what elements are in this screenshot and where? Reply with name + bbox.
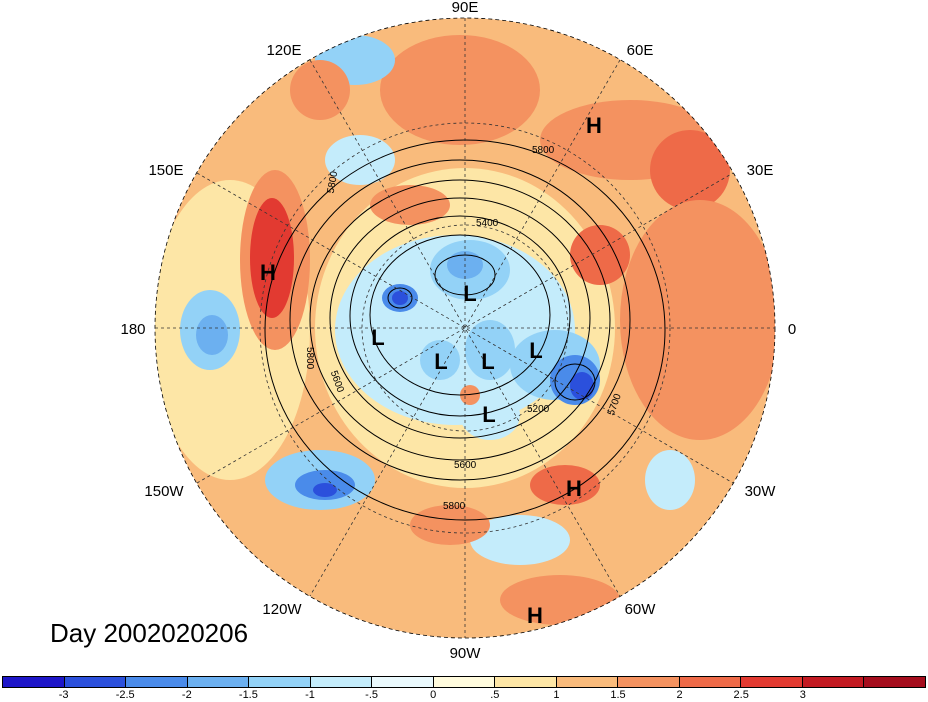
colorbar-tick-labels: -3 -2.5 -2 -1.5 -1 -.5 0 .5 1 1.5 2 2.5 3	[0, 689, 928, 702]
colorbar-swatch	[249, 677, 311, 687]
colorbar-swatch	[556, 677, 619, 687]
map-title: Day 2002020206	[50, 618, 249, 648]
low-pressure-label: L	[371, 325, 384, 350]
contour-label: 5600	[454, 460, 477, 471]
colorbar-swatch	[310, 677, 373, 687]
contour-label: 5800	[326, 170, 341, 194]
longitude-labels: 90E 60E 30E 0 30W 60W 90W 120W 150W 180 …	[120, 0, 796, 662]
colorbar-swatch	[372, 677, 434, 687]
contour-label: 5200	[527, 404, 550, 415]
colorbar-tick-label: 1.5	[610, 689, 626, 701]
low-pressure-label: L	[434, 349, 447, 374]
contour-label: 5800	[304, 347, 315, 370]
colorbar-swatch	[126, 677, 188, 687]
colorbar-tick-label: -1.5	[238, 689, 258, 701]
colorbar-swatch	[802, 677, 865, 687]
lon-label-0: 0	[788, 321, 796, 338]
colorbar-tick-label: -3	[58, 689, 69, 701]
lon-label-150e: 150E	[148, 162, 183, 179]
lon-label-30e: 30E	[747, 162, 774, 179]
colorbar-swatch	[864, 677, 925, 687]
colorbar-swatch	[618, 677, 680, 687]
lon-label-120e: 120E	[266, 42, 301, 59]
high-pressure-label: H	[527, 603, 543, 628]
colorbar-swatch	[433, 677, 496, 687]
lon-label-180: 180	[120, 321, 145, 338]
contour-label: 5400	[476, 218, 499, 229]
colorbar-swatch	[187, 677, 250, 687]
low-pressure-label: L	[529, 338, 542, 363]
contour-labels: 5800 5400 5800 5600 5200 5700 5800 5600 …	[304, 145, 624, 512]
high-pressure-label: H	[566, 476, 582, 501]
lon-label-90e: 90E	[452, 0, 479, 16]
colorbar-tick-label: 0	[430, 689, 437, 701]
colorbar	[2, 676, 926, 688]
contour-label: 5800	[443, 501, 466, 512]
colorbar-tick-label: -1	[305, 689, 315, 701]
low-pressure-label: L	[463, 281, 476, 306]
colorbar-tick-label: 2.5	[733, 689, 749, 701]
pressure-centers: H H H H L L L L L L L	[260, 113, 602, 628]
colorbar-swatch	[679, 677, 742, 687]
contour-label: 5800	[532, 145, 555, 156]
low-pressure-label: L	[481, 349, 494, 374]
lon-label-60w: 60W	[625, 601, 657, 618]
graticule	[154, 17, 776, 639]
colorbar-swatch	[3, 677, 65, 687]
lon-label-120w: 120W	[262, 601, 302, 618]
colorbar-swatch	[495, 677, 557, 687]
low-pressure-label: L	[482, 402, 495, 427]
height-contours	[264, 139, 666, 521]
colorbar-tick-label: 2	[676, 689, 683, 701]
colorbar-swatch	[64, 677, 127, 687]
colorbar-tick-label: -2	[181, 689, 192, 701]
anomaly-field	[155, 18, 775, 638]
colorbar-tick-label: -.5	[365, 689, 379, 701]
lon-label-60e: 60E	[627, 42, 654, 59]
high-pressure-label: H	[586, 113, 602, 138]
high-pressure-label: H	[260, 260, 276, 285]
lon-label-30w: 30W	[745, 483, 777, 500]
colorbar-tick-label: -2.5	[115, 689, 135, 701]
colorbar-tick-label: 3	[799, 689, 806, 701]
colorbar-tick-label: 1	[553, 689, 560, 701]
colorbar-tick-label: .5	[490, 689, 500, 701]
colorbar-swatch	[741, 677, 803, 687]
lon-label-150w: 150W	[144, 483, 184, 500]
lon-label-90w: 90W	[450, 645, 482, 662]
